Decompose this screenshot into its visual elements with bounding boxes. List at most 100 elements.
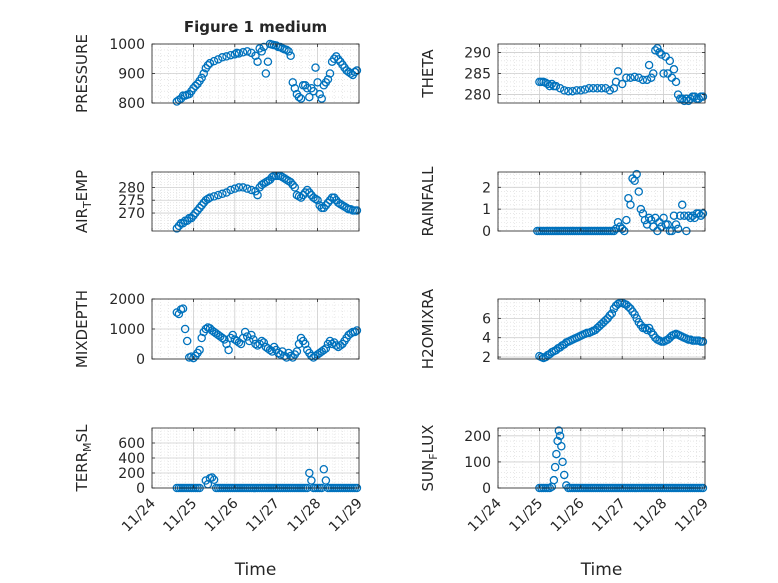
data-point <box>659 69 668 78</box>
data-point <box>669 65 679 74</box>
data-point <box>249 335 258 344</box>
data-point <box>632 169 641 179</box>
data-point <box>677 200 687 210</box>
data-point <box>334 198 343 208</box>
data-point <box>352 206 362 215</box>
data-point <box>174 221 184 231</box>
y-axis-label: SUNFLUX <box>419 425 440 492</box>
data-point <box>576 86 586 95</box>
y-tick-label: 200 <box>118 466 145 482</box>
data-point <box>263 57 273 66</box>
y-tick-label: 280 <box>464 88 491 104</box>
y-tick-label: 0 <box>482 224 491 240</box>
data-point <box>325 69 335 78</box>
data-point <box>191 81 200 91</box>
data-point <box>238 183 248 192</box>
y-tick-label: 0 <box>482 481 491 497</box>
data-point <box>189 353 198 363</box>
axes-box <box>497 171 706 232</box>
data-point <box>321 476 331 485</box>
data-point <box>653 43 662 53</box>
axes-background <box>498 428 705 488</box>
data-point <box>649 69 658 78</box>
data-point <box>307 476 316 485</box>
data-point <box>321 344 331 353</box>
data-point <box>292 190 302 200</box>
data-point <box>296 94 306 103</box>
y-tick-label: 4 <box>482 331 491 347</box>
y-tick-label: 400 <box>118 451 145 467</box>
data-point <box>182 216 192 225</box>
data-point <box>698 92 708 101</box>
subplot-6: 2 4 6 H2OMIXRA <box>419 288 708 369</box>
data-point <box>657 50 666 59</box>
data-point <box>636 204 646 214</box>
y-tick-label: 200 <box>464 429 491 445</box>
data-point <box>613 218 623 227</box>
data-point <box>267 172 277 182</box>
data-point <box>191 208 200 218</box>
data-point <box>278 172 287 182</box>
data-point <box>346 204 355 214</box>
data-point <box>247 185 256 195</box>
data-point <box>222 188 231 197</box>
data-point <box>624 302 633 311</box>
data-point <box>251 51 260 61</box>
data-point <box>284 47 293 56</box>
data-point <box>622 73 631 82</box>
data-point <box>261 69 271 78</box>
y-tick-label: 2000 <box>109 292 145 308</box>
data-point <box>557 442 566 451</box>
data-point <box>549 475 559 485</box>
data-point <box>334 55 343 64</box>
data-point <box>554 426 564 435</box>
data-point <box>644 213 654 223</box>
y-tick-label: 100 <box>464 455 491 471</box>
data-point <box>247 330 256 340</box>
axes-background <box>152 172 359 231</box>
data-point <box>282 45 291 55</box>
y-axis-label: MIXDEPTH <box>73 290 91 368</box>
data-point <box>671 77 681 87</box>
data-point <box>617 224 627 234</box>
data-point <box>552 449 561 459</box>
data-point <box>288 180 298 190</box>
data-point <box>230 184 240 193</box>
data-point <box>180 324 190 334</box>
y-tick-label: 270 <box>118 206 145 222</box>
y-axis-label: PRESSURE <box>73 34 91 113</box>
data-point <box>642 325 652 335</box>
y-tick-label: 290 <box>464 45 491 61</box>
data-point <box>690 92 699 101</box>
data-point <box>686 94 695 104</box>
y-tick-label: 900 <box>118 67 145 83</box>
data-point <box>209 56 219 66</box>
y-axis-label: TERRMSL <box>73 424 94 493</box>
data-point <box>640 215 650 225</box>
subplot-5: 0 1000 2000 MIXDEPTH <box>73 290 362 368</box>
data-point <box>178 219 188 228</box>
data-point <box>213 55 223 64</box>
y-axis-label: THETA <box>419 49 437 99</box>
data-point <box>605 86 615 95</box>
data-point <box>626 200 635 210</box>
y-tick-label: 2 <box>482 350 491 366</box>
data-point <box>259 179 269 188</box>
data-point <box>205 193 215 202</box>
data-point <box>665 56 675 66</box>
y-tick-label: 0 <box>136 352 145 368</box>
data-point <box>671 220 681 229</box>
axes-box <box>497 427 706 489</box>
data-point <box>317 94 326 103</box>
data-point <box>286 51 295 61</box>
data-point <box>234 183 244 192</box>
data-point <box>218 53 227 62</box>
data-point <box>242 184 252 193</box>
data-point <box>305 92 314 102</box>
data-point <box>559 86 569 95</box>
data-point <box>655 48 664 57</box>
data-point <box>187 352 196 361</box>
data-point <box>230 50 240 59</box>
x-axis-label: Time <box>234 560 277 580</box>
data-point <box>290 84 300 93</box>
